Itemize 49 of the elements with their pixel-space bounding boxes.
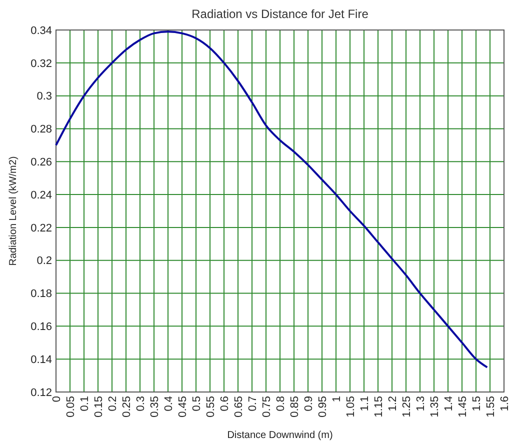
y-tick-label: 0.16 <box>30 321 52 334</box>
x-tick-label: 0.45 <box>176 396 189 418</box>
x-tick-label: 0.8 <box>274 396 287 412</box>
x-tick-label: 0.25 <box>120 396 133 418</box>
x-tick-label: 0.4 <box>162 396 175 412</box>
x-tick-label: 1.25 <box>400 396 413 418</box>
y-tick-label: 0.3 <box>36 90 52 103</box>
x-axis-title: Distance Downwind (m) <box>227 430 333 441</box>
x-tick-label: 1.1 <box>358 396 371 412</box>
x-tick-label: 0.5 <box>190 396 203 412</box>
x-tick-label: 0.95 <box>316 396 329 418</box>
y-tick-label: 0.26 <box>30 156 52 168</box>
x-tick-label: 0.85 <box>288 396 301 418</box>
x-tick-label: 1.05 <box>344 396 357 418</box>
x-tick-label: 0.1 <box>78 396 91 412</box>
x-tick-label: 1.45 <box>456 396 469 418</box>
x-tick-label: 0.2 <box>106 396 119 412</box>
y-tick-label: 0.24 <box>30 189 52 202</box>
x-tick-label: 0.15 <box>92 396 105 418</box>
x-tick-label: 1.15 <box>372 396 385 418</box>
y-tick-label: 0.34 <box>30 24 52 37</box>
x-tick-label: 0.55 <box>204 396 217 418</box>
y-tick-label: 0.22 <box>30 222 52 234</box>
x-tick-label: 1.35 <box>428 396 441 418</box>
x-tick-label: 0.7 <box>246 396 259 412</box>
x-tick-label: 1.55 <box>484 396 497 418</box>
x-tick-label: 0.05 <box>64 396 77 418</box>
line-series <box>55 30 488 368</box>
y-tick-label: 0.18 <box>30 288 52 300</box>
x-tick-label: 0.9 <box>302 396 315 412</box>
x-tick-label: 0.75 <box>260 396 273 418</box>
x-tick-label: 1.3 <box>414 396 427 412</box>
y-tick-label: 0.28 <box>30 124 52 136</box>
x-tick-label: 0.65 <box>232 396 245 418</box>
y-tick-label: 0.32 <box>30 58 52 70</box>
x-tick-label: 0.6 <box>218 396 231 412</box>
y-axis-title: Radiation Level (kW/m2) <box>8 156 19 266</box>
x-tick-label: 1 <box>330 396 343 402</box>
chart-title: Radiation vs Distance for Jet Fire <box>192 7 369 21</box>
x-tick-label: 1.6 <box>498 396 511 412</box>
x-tick-label: 1.2 <box>386 396 399 412</box>
x-tick-label: 1.4 <box>442 396 455 412</box>
y-tick-label: 0.12 <box>30 386 52 399</box>
y-tick-label: 0.2 <box>36 255 52 268</box>
x-tick-label: 0.3 <box>134 396 147 412</box>
x-tick-label: 0.35 <box>148 396 161 418</box>
y-tick-label: 0.14 <box>30 354 52 366</box>
x-tick-label: 1.5 <box>470 396 483 412</box>
x-tick-label: 0 <box>50 396 63 402</box>
